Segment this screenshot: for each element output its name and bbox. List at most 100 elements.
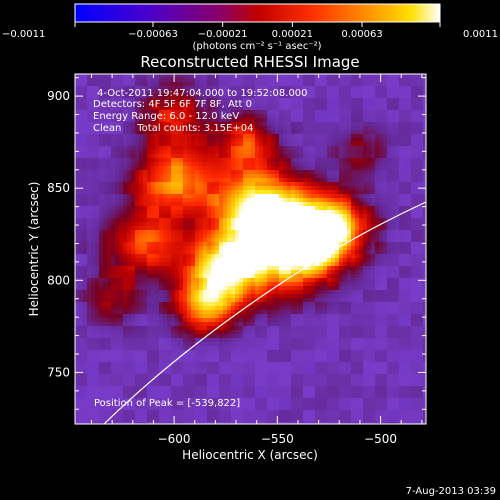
heatmap-cell: [187, 246, 191, 250]
heatmap-cell: [95, 298, 99, 302]
heatmap-cell: [411, 234, 415, 238]
heatmap-cell: [195, 78, 199, 82]
heatmap-cell: [327, 246, 331, 250]
heatmap-cell: [363, 114, 367, 118]
heatmap-cell: [367, 246, 371, 250]
heatmap-cell: [311, 130, 315, 134]
heatmap-cell: [211, 74, 215, 78]
heatmap-cell: [195, 170, 199, 174]
heatmap-cell: [351, 74, 355, 78]
heatmap-cell: [143, 106, 147, 110]
heatmap-cell: [199, 298, 203, 302]
heatmap-cell: [339, 222, 343, 226]
heatmap-cell: [403, 118, 407, 122]
heatmap-cell: [415, 102, 419, 106]
heatmap-cell: [339, 230, 343, 234]
heatmap-cell: [243, 130, 247, 134]
heatmap-cell: [267, 146, 271, 150]
heatmap-cell: [383, 194, 387, 198]
heatmap-cell: [403, 150, 407, 154]
heatmap-cell: [203, 146, 207, 150]
heatmap-cell: [335, 190, 339, 194]
heatmap-cell: [171, 262, 175, 266]
heatmap-cell: [103, 282, 107, 286]
heatmap-cell: [383, 214, 387, 218]
heatmap-cell: [367, 98, 371, 102]
heatmap-cell: [159, 194, 163, 198]
heatmap-cell: [251, 130, 255, 134]
heatmap-cell: [175, 138, 179, 142]
heatmap-cell: [115, 74, 119, 78]
heatmap-cell: [391, 214, 395, 218]
heatmap-cell: [319, 90, 323, 94]
heatmap-cell: [211, 254, 215, 258]
heatmap-cell: [275, 90, 279, 94]
heatmap-cell: [267, 138, 271, 142]
heatmap-cell: [291, 142, 295, 146]
heatmap-cell: [219, 122, 223, 126]
heatmap-cell: [187, 254, 191, 258]
heatmap-cell: [355, 142, 359, 146]
heatmap-cell: [239, 110, 243, 114]
heatmap-cell: [191, 198, 195, 202]
heatmap-cell: [259, 86, 263, 90]
heatmap-cell: [407, 230, 411, 234]
heatmap-cell: [355, 134, 359, 138]
heatmap-cell: [215, 190, 219, 194]
heatmap-cell: [299, 294, 303, 298]
heatmap-cell: [247, 78, 251, 82]
heatmap-cell: [359, 102, 363, 106]
heatmap-cell: [103, 250, 107, 254]
heatmap-cell: [275, 210, 279, 214]
heatmap-cell: [75, 86, 79, 90]
heatmap-cell: [179, 86, 183, 90]
heatmap-cell: [191, 110, 195, 114]
heatmap-cell: [123, 94, 127, 98]
heatmap-cell: [175, 74, 179, 78]
heatmap-cell: [147, 166, 151, 170]
heatmap-cell: [279, 210, 283, 214]
heatmap-cell: [207, 210, 211, 214]
heatmap-cell: [387, 226, 391, 230]
heatmap-cell: [179, 162, 183, 166]
heatmap-cell: [391, 210, 395, 214]
heatmap-cell: [227, 278, 231, 282]
heatmap-cell: [171, 162, 175, 166]
heatmap-cell: [255, 166, 259, 170]
heatmap-cell: [175, 142, 179, 146]
heatmap-cell: [231, 198, 235, 202]
heatmap-cell: [199, 94, 203, 98]
heatmap-cell: [283, 150, 287, 154]
heatmap-cell: [343, 166, 347, 170]
heatmap-cell: [107, 234, 111, 238]
heatmap-cell: [287, 94, 291, 98]
heatmap-cell: [147, 282, 151, 286]
heatmap-cell: [399, 242, 403, 246]
heatmap-cell: [359, 206, 363, 210]
heatmap-cell: [171, 214, 175, 218]
heatmap-cell: [383, 282, 387, 286]
heatmap-cell: [371, 222, 375, 226]
heatmap-cell: [359, 274, 363, 278]
heatmap-cell: [155, 178, 159, 182]
heatmap-cell: [219, 218, 223, 222]
heatmap-cell: [263, 258, 267, 262]
heatmap-cell: [95, 94, 99, 98]
heatmap-cell: [315, 178, 319, 182]
heatmap-cell: [255, 198, 259, 202]
chart-title: Reconstructed RHESSI Image: [140, 53, 359, 71]
heatmap-cell: [195, 178, 199, 182]
heatmap-cell: [199, 194, 203, 198]
heatmap-cell: [303, 182, 307, 186]
heatmap-cell: [371, 274, 375, 278]
heatmap-cell: [379, 90, 383, 94]
heatmap-cell: [291, 118, 295, 122]
heatmap-cell: [359, 138, 363, 142]
colorbar-tick-label: −0.00021: [198, 29, 248, 40]
heatmap-cell: [379, 142, 383, 146]
heatmap-cell: [251, 170, 255, 174]
heatmap-cell: [127, 82, 131, 86]
heatmap-cell: [383, 262, 387, 266]
heatmap-cell: [419, 150, 423, 154]
heatmap-cell: [215, 162, 219, 166]
